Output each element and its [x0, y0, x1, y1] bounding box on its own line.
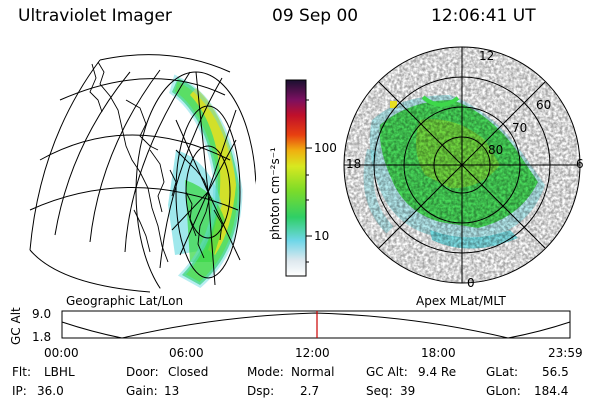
glon-label: GLon: [486, 384, 521, 398]
ip-value: 36.0 [37, 384, 64, 398]
mlt-label-18: 18 [346, 157, 361, 171]
color-bar-gradient [285, 79, 307, 277]
page-title: Ultraviolet Imager [18, 6, 172, 26]
gain-label: Gain: [126, 384, 158, 398]
ip-label: IP: [12, 384, 27, 398]
polar-panel: 12 18 6 0 60 70 80 Apex MLat/MLT [343, 46, 584, 308]
aurora-oval-geographic [168, 74, 243, 289]
geographic-panel: Geographic Lat/Lon [29, 54, 257, 308]
seq-label: Seq: [366, 384, 393, 398]
lat-label-70: 70 [512, 121, 527, 135]
timeline-frame [61, 310, 571, 339]
timeline-xtick-0600: 06:00 [169, 346, 204, 360]
timeline-xtick-2359: 23:59 [548, 346, 583, 360]
color-bar-unit-label: photon cm⁻²s⁻¹ [268, 147, 282, 240]
aurora-arc [421, 95, 460, 107]
info-table: Flt: LBHL IP: 36.0 Door: Closed Gain: 13… [12, 365, 569, 398]
flt-value: LBHL [44, 365, 75, 379]
glat-label: GLat: [486, 365, 518, 379]
image-date: 09 Sep 00 [272, 6, 359, 26]
timeline-ylabel: GC Alt [9, 307, 23, 345]
altitude-curve [61, 312, 571, 339]
dsp-label: Dsp: [247, 384, 274, 398]
door-label: Door: [126, 365, 159, 379]
polar-grid [343, 46, 581, 284]
lat-label-80: 80 [488, 143, 503, 157]
mode-value: Normal [291, 365, 334, 379]
geographic-label: Geographic Lat/Lon [66, 294, 183, 308]
timeline-ytick-min: 1.8 [32, 330, 51, 344]
color-bar-tick-100: 100 [314, 141, 337, 155]
coastlines [89, 61, 223, 263]
gain-value: 13 [164, 384, 179, 398]
timeline-xtick-1800: 18:00 [421, 346, 456, 360]
timeline-xtick-0000: 00:00 [44, 346, 79, 360]
dsp-value: 2.7 [300, 384, 319, 398]
mlt-label-12: 12 [479, 49, 494, 63]
color-bar: 100 10 photon cm⁻²s⁻¹ [268, 79, 337, 277]
color-bar-tick-10: 10 [314, 229, 329, 243]
apex-label: Apex MLat/MLT [416, 294, 506, 308]
lat-label-60: 60 [536, 98, 551, 112]
mode-label: Mode: [247, 365, 284, 379]
timeline-ytick-max: 9.0 [32, 307, 51, 321]
gcalt-label: GC Alt: [366, 365, 408, 379]
aurora-spot [390, 101, 397, 108]
glon-value: 184.4 [534, 384, 568, 398]
flt-label: Flt: [12, 365, 31, 379]
timeline-xtick-1200: 12:00 [295, 346, 330, 360]
mlt-label-6: 6 [576, 157, 584, 171]
image-time: 12:06:41 UT [431, 6, 536, 26]
seq-value: 39 [400, 384, 415, 398]
mlt-label-0: 0 [467, 276, 475, 290]
door-value: Closed [168, 365, 208, 379]
glat-value: 56.5 [542, 365, 569, 379]
gcalt-value: 9.4 Re [418, 365, 456, 379]
altitude-timeline: GC Alt 9.0 1.8 00:00 06:00 12:00 18:00 2… [9, 307, 583, 360]
